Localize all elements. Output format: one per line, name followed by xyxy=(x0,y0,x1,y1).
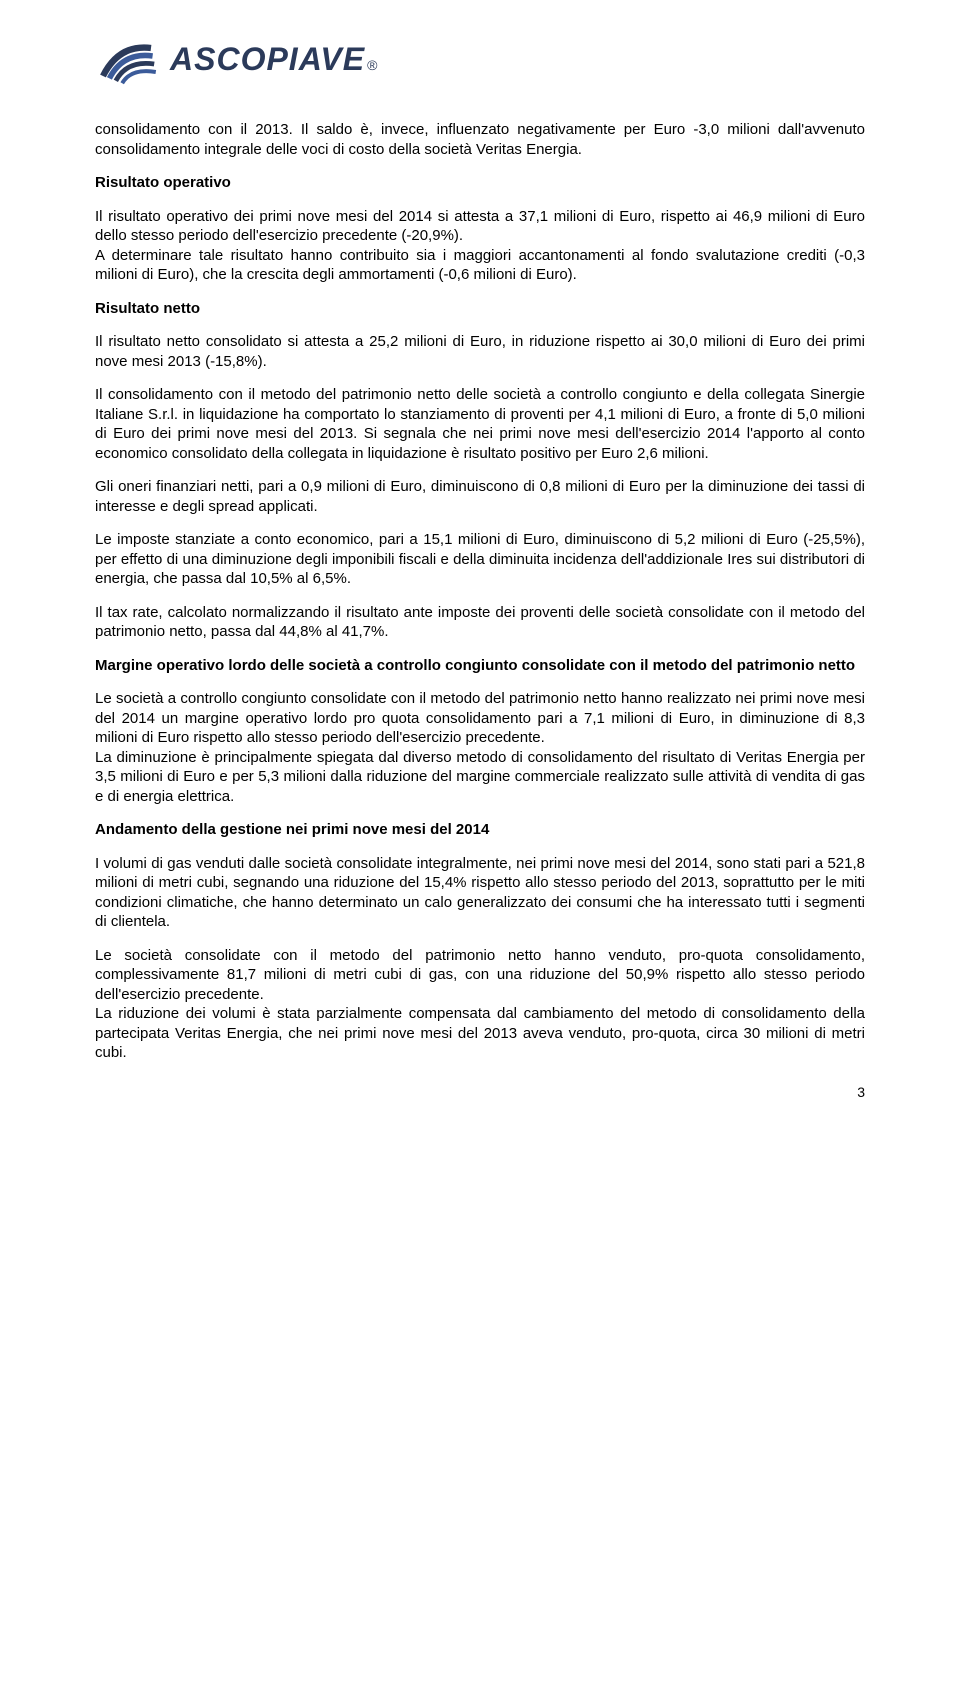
body-paragraph: Il risultato operativo dei primi nove me… xyxy=(95,207,865,246)
body-paragraph: Le società a controllo congiunto consoli… xyxy=(95,689,865,748)
logo-swoosh-icon xyxy=(95,30,175,90)
body-paragraph: A determinare tale risultato hanno contr… xyxy=(95,246,865,285)
logo-company-name: ASCOPIAVE xyxy=(170,39,365,81)
body-paragraph: La riduzione dei volumi è stata parzialm… xyxy=(95,1004,865,1063)
section-heading-margine-operativo: Margine operativo lordo delle società a … xyxy=(95,656,865,676)
body-paragraph: La diminuzione è principalmente spiegata… xyxy=(95,748,865,807)
page-number: 3 xyxy=(95,1083,865,1101)
body-paragraph: Il tax rate, calcolato normalizzando il … xyxy=(95,603,865,642)
section-heading-risultato-netto: Risultato netto xyxy=(95,299,865,319)
logo-registered-icon: ® xyxy=(367,56,377,74)
body-paragraph: Le società consolidate con il metodo del… xyxy=(95,946,865,1005)
body-paragraph: Il risultato netto consolidato si attest… xyxy=(95,332,865,371)
section-heading-risultato-operativo: Risultato operativo xyxy=(95,173,865,193)
company-logo: ASCOPIAVE ® xyxy=(95,30,865,90)
body-paragraph: Il consolidamento con il metodo del patr… xyxy=(95,385,865,463)
body-paragraph: Gli oneri finanziari netti, pari a 0,9 m… xyxy=(95,477,865,516)
section-heading-andamento-gestione: Andamento della gestione nei primi nove … xyxy=(95,820,865,840)
body-paragraph: Le imposte stanziate a conto economico, … xyxy=(95,530,865,589)
body-paragraph: I volumi di gas venduti dalle società co… xyxy=(95,854,865,932)
body-paragraph: consolidamento con il 2013. Il saldo è, … xyxy=(95,120,865,159)
